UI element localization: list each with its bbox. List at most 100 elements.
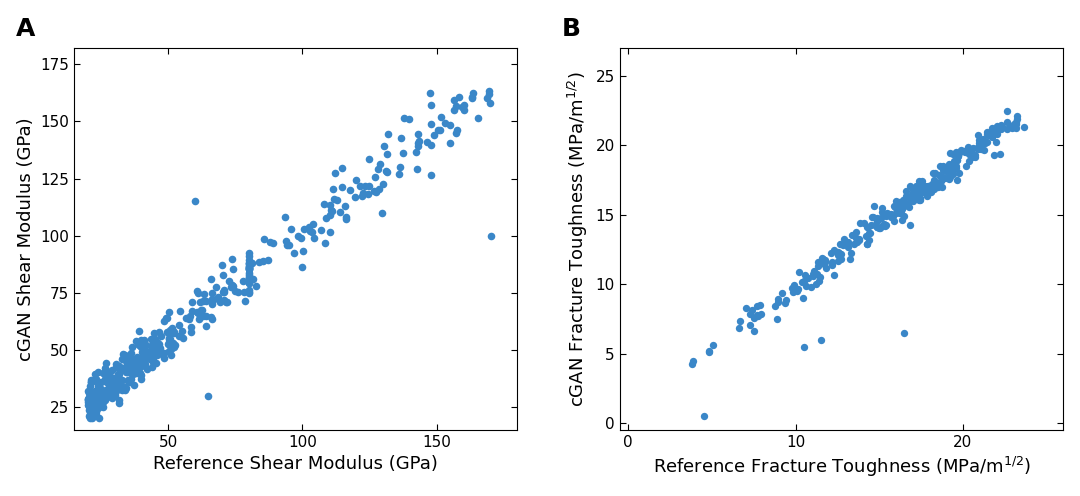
Point — [361, 155, 378, 163]
Point — [240, 259, 257, 267]
Point — [130, 327, 147, 335]
Point — [945, 170, 962, 178]
Point — [162, 335, 179, 343]
Point — [117, 383, 134, 391]
Point — [705, 341, 723, 349]
Point — [912, 196, 929, 204]
Point — [154, 351, 172, 359]
Point — [989, 125, 1007, 133]
Point — [113, 386, 131, 394]
Point — [240, 262, 257, 270]
Point — [218, 298, 235, 306]
Point — [848, 228, 865, 236]
Point — [127, 362, 145, 370]
Point — [131, 339, 148, 347]
Point — [964, 150, 982, 158]
Point — [910, 195, 928, 203]
Point — [119, 376, 136, 384]
Point — [82, 405, 99, 413]
Point — [730, 324, 747, 332]
Point — [742, 310, 759, 318]
Point — [131, 341, 148, 349]
Point — [432, 113, 449, 121]
Point — [849, 238, 866, 246]
Point — [96, 388, 113, 396]
Point — [136, 350, 153, 358]
Point — [948, 176, 966, 184]
Point — [117, 365, 134, 373]
Point — [214, 261, 231, 269]
Point — [999, 107, 1016, 115]
Point — [81, 406, 98, 414]
Point — [813, 254, 831, 262]
Point — [376, 142, 393, 150]
Point — [135, 336, 152, 344]
Point — [110, 372, 127, 380]
Point — [873, 208, 890, 216]
Point — [105, 387, 122, 395]
Point — [374, 180, 391, 188]
Point — [99, 378, 117, 386]
Point — [81, 388, 98, 396]
Point — [81, 410, 98, 418]
Point — [87, 411, 105, 419]
Point — [132, 343, 149, 351]
Point — [261, 238, 279, 246]
Point — [700, 347, 717, 355]
Point — [960, 149, 977, 157]
Point — [934, 162, 951, 170]
Point — [85, 389, 103, 397]
Point — [111, 385, 129, 393]
Point — [913, 177, 930, 185]
Point — [240, 263, 257, 271]
Point — [390, 170, 407, 178]
Point — [888, 209, 905, 217]
Point — [811, 273, 828, 281]
Point — [906, 189, 923, 197]
Point — [122, 350, 139, 358]
Point — [160, 347, 177, 355]
Point — [171, 332, 188, 340]
Point — [86, 388, 104, 396]
Point — [110, 370, 127, 378]
Point — [110, 370, 127, 377]
Point — [828, 257, 846, 265]
Point — [240, 252, 257, 260]
Point — [454, 103, 471, 111]
Point — [769, 298, 786, 306]
Point — [333, 164, 350, 172]
Point — [110, 396, 127, 404]
Point — [897, 201, 915, 209]
Point — [124, 359, 141, 367]
Point — [378, 167, 395, 175]
Point — [127, 364, 145, 372]
Point — [240, 259, 257, 267]
Point — [322, 211, 339, 219]
Point — [942, 149, 959, 157]
Point — [361, 182, 378, 189]
Point — [100, 377, 118, 385]
Point — [441, 122, 458, 129]
Point — [902, 221, 919, 229]
Point — [189, 309, 206, 317]
Point — [164, 327, 181, 335]
Point — [909, 183, 927, 191]
Point — [292, 234, 309, 242]
Point — [123, 369, 140, 376]
Point — [832, 254, 849, 262]
Point — [935, 166, 953, 174]
Point — [305, 220, 322, 228]
Point — [847, 234, 864, 242]
Point — [190, 289, 207, 297]
Point — [136, 347, 153, 355]
Point — [184, 307, 201, 314]
Point — [463, 93, 481, 101]
Point — [159, 314, 176, 322]
Point — [481, 90, 498, 98]
Point — [91, 389, 108, 397]
Point — [332, 208, 349, 216]
Point — [890, 200, 907, 208]
Point — [104, 366, 121, 373]
Point — [138, 365, 156, 373]
Point — [941, 176, 958, 184]
